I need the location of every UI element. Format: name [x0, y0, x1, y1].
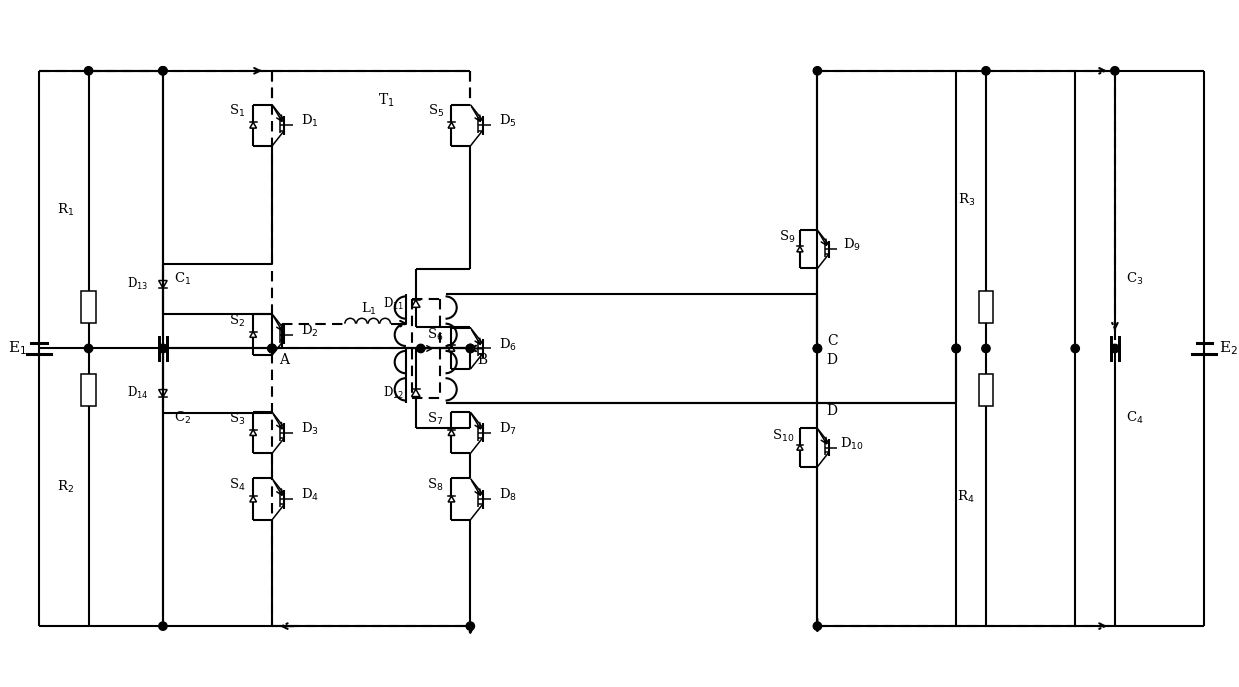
Text: C$_3$: C$_3$: [1126, 271, 1144, 287]
Text: D$_{12}$: D$_{12}$: [383, 385, 405, 401]
Text: D$_7$: D$_7$: [499, 420, 517, 437]
Text: C$_4$: C$_4$: [1126, 410, 1144, 426]
Text: S$_1$: S$_1$: [229, 102, 245, 119]
Circle shape: [1110, 344, 1119, 352]
Text: L$_1$: L$_1$: [361, 301, 377, 317]
Text: D$_4$: D$_4$: [301, 487, 318, 504]
Bar: [979, 291, 994, 323]
Circle shape: [416, 344, 425, 352]
Circle shape: [159, 344, 167, 352]
Text: R$_4$: R$_4$: [958, 489, 975, 505]
Text: D$_{14}$: D$_{14}$: [128, 385, 149, 401]
Text: D$_2$: D$_2$: [301, 323, 318, 339]
Circle shape: [981, 67, 990, 75]
Text: S$_{10}$: S$_{10}$: [772, 428, 794, 444]
Text: D$_6$: D$_6$: [499, 337, 517, 352]
Bar: [979, 374, 994, 406]
Circle shape: [159, 344, 167, 352]
Circle shape: [813, 344, 821, 352]
Circle shape: [813, 344, 821, 352]
Text: B: B: [477, 353, 487, 368]
Circle shape: [466, 344, 475, 352]
Text: T$_1$: T$_1$: [378, 92, 394, 109]
Circle shape: [952, 344, 960, 352]
Bar: [81, 374, 95, 406]
Text: C$_1$: C$_1$: [175, 271, 191, 287]
Circle shape: [268, 344, 276, 352]
Circle shape: [952, 344, 960, 352]
Text: S$_5$: S$_5$: [427, 102, 444, 119]
Text: S$_6$: S$_6$: [427, 326, 444, 343]
Circle shape: [981, 344, 990, 352]
Text: D$_9$: D$_9$: [843, 237, 861, 254]
Circle shape: [813, 67, 821, 75]
Text: D$_1$: D$_1$: [301, 113, 318, 129]
Text: R$_3$: R$_3$: [958, 192, 975, 207]
Text: D$_{11}$: D$_{11}$: [383, 296, 405, 312]
Text: D$_{13}$: D$_{13}$: [128, 276, 149, 292]
Circle shape: [268, 344, 276, 352]
Text: D$_5$: D$_5$: [499, 113, 517, 129]
Circle shape: [84, 67, 93, 75]
Circle shape: [1110, 67, 1119, 75]
Circle shape: [159, 67, 167, 75]
Circle shape: [1070, 344, 1079, 352]
Text: E$_1$: E$_1$: [7, 339, 27, 357]
Circle shape: [159, 622, 167, 630]
Text: C: C: [826, 333, 838, 348]
Circle shape: [466, 344, 475, 352]
Text: S$_7$: S$_7$: [427, 411, 444, 427]
Text: D$_{10}$: D$_{10}$: [840, 436, 864, 452]
Text: S$_8$: S$_8$: [427, 477, 444, 493]
Text: R$_2$: R$_2$: [57, 480, 74, 495]
Text: D: D: [826, 404, 838, 418]
Circle shape: [466, 622, 475, 630]
Circle shape: [813, 622, 821, 630]
Text: S$_2$: S$_2$: [229, 313, 245, 329]
Text: C$_2$: C$_2$: [175, 410, 191, 426]
Text: R$_1$: R$_1$: [57, 201, 74, 218]
Text: S$_9$: S$_9$: [779, 229, 795, 245]
Circle shape: [268, 344, 276, 352]
Text: S$_3$: S$_3$: [229, 411, 245, 427]
Text: D$_8$: D$_8$: [499, 487, 517, 504]
Text: D$_3$: D$_3$: [301, 420, 318, 437]
Circle shape: [159, 67, 167, 75]
Text: E$_2$: E$_2$: [1219, 339, 1239, 357]
Bar: [81, 291, 95, 323]
Text: S$_4$: S$_4$: [229, 477, 245, 493]
Text: A: A: [279, 353, 289, 368]
Circle shape: [84, 344, 93, 352]
Text: D: D: [826, 353, 838, 368]
